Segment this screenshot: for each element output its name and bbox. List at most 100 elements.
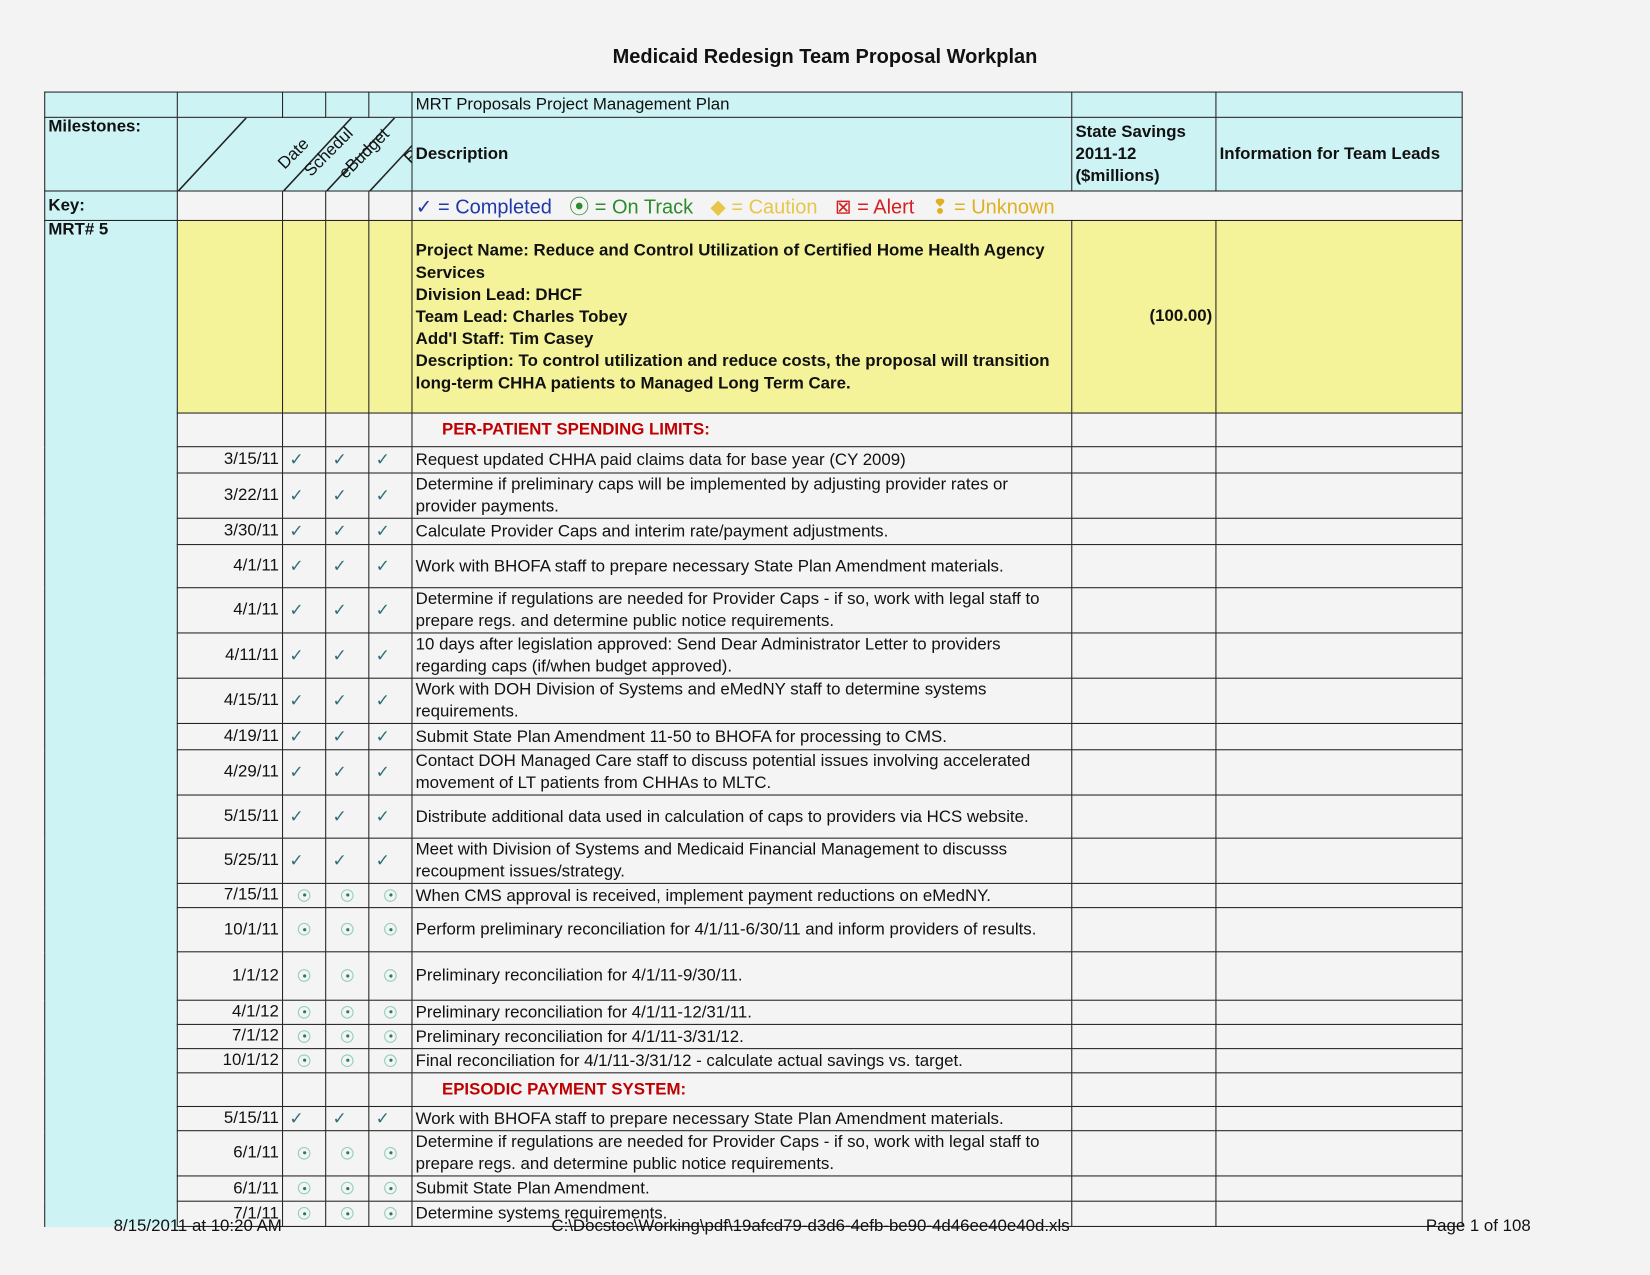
schedule-status — [282, 999, 327, 1025]
milestone-description: Meet with Division of Systems and Medica… — [411, 837, 1073, 884]
budget-status: ✓ — [325, 794, 370, 839]
document-title: Medicaid Redesign Team Proposal Workplan — [612, 46, 1038, 69]
milestone-date: 6/1/11 — [176, 1175, 284, 1202]
check-icon: ✓ — [332, 487, 347, 506]
on-track-icon — [340, 969, 354, 983]
budget-status: ✓ — [325, 517, 370, 546]
check-icon: ✓ — [289, 692, 304, 711]
on-track-icon — [297, 1029, 311, 1043]
on-track-icon — [297, 1054, 311, 1067]
project-savings: (100.00) — [1071, 219, 1217, 414]
table-row: 10/1/12 Final reconciliation for 4/1/11-3… — [45, 1048, 1463, 1074]
on-track-icon — [340, 1182, 354, 1195]
budget-status — [325, 1048, 370, 1074]
additional-staff: Add'l Staff: Tim Casey — [415, 329, 594, 348]
legend: ✓ = Completed ⦿ = On Track ◆ = Caution ⊠… — [411, 190, 1463, 221]
check-icon: ✓ — [332, 692, 347, 711]
table-row: 7/1/11 Determine systems requirements. — [45, 1200, 1463, 1227]
check-icon: ✓ — [375, 1110, 390, 1129]
legend-caution: ◆ = Caution — [710, 196, 818, 219]
milestones-label: Milestones: — [44, 116, 178, 192]
on-track-icon — [340, 1029, 354, 1043]
risk-status: ✓ — [368, 517, 413, 546]
milestone-description: Preliminary reconciliation for 4/1/11-3/… — [411, 1023, 1073, 1050]
check-icon: ✓ — [289, 557, 304, 576]
milestone-description: Final reconciliation for 4/1/11-3/31/12 … — [411, 1048, 1073, 1074]
check-icon: ✓ — [375, 487, 390, 506]
milestone-date: 6/1/11 — [176, 1130, 284, 1177]
check-icon: ✓ — [332, 1110, 347, 1129]
risk-status: ✓ — [368, 632, 413, 679]
milestone-description: Determine if regulations are needed for … — [411, 1130, 1073, 1177]
risk-status: ✓ — [368, 472, 413, 519]
table-row: 7/1/12 Preliminary reconciliation for 4/1… — [45, 1023, 1463, 1050]
check-icon: ✓ — [289, 522, 304, 541]
table-row: 6/1/11 Determine if regulations are neede… — [45, 1130, 1463, 1177]
risk-status: ✓ — [368, 722, 413, 751]
check-icon: ✓ — [289, 601, 304, 620]
milestone-description: Contact DOH Managed Care staff to discus… — [411, 749, 1073, 796]
schedule-status — [282, 1130, 327, 1177]
section-header-row: EPISODIC PAYMENT SYSTEM: — [45, 1072, 1463, 1108]
budget-status: ✓ — [325, 722, 370, 751]
risk-status — [368, 951, 413, 1001]
risk-status: ✓ — [368, 1105, 413, 1132]
check-icon: ✓ — [332, 522, 347, 541]
milestone-date: 4/29/11 — [176, 749, 284, 796]
check-icon: ✓ — [332, 647, 347, 666]
check-icon: ✓ — [375, 647, 390, 666]
risk-status: ✓ — [368, 749, 413, 796]
check-icon: ✓ — [289, 451, 304, 470]
check-icon: ✓ — [375, 808, 390, 827]
check-icon: ✓ — [332, 728, 347, 747]
budget-status: ✓ — [325, 632, 370, 679]
check-icon: ✓ — [332, 601, 347, 620]
budget-status: ✓ — [325, 677, 370, 724]
on-track-icon — [297, 969, 311, 983]
header-description: Description — [411, 116, 1073, 192]
diagonal-lines — [178, 118, 411, 190]
milestone-description: Request updated CHHA paid claims data fo… — [411, 446, 1073, 474]
division-lead: Division Lead: DHCF — [415, 285, 583, 304]
check-icon: ✓ — [332, 808, 347, 827]
footer-page: Page 1 of 108 — [1425, 1217, 1531, 1236]
risk-status — [368, 1175, 413, 1202]
footer-path: C:\Docstoc\Working\pdf\19afcd79-d3d6-4ef… — [551, 1217, 1070, 1236]
schedule-status — [282, 882, 327, 909]
risk-status — [368, 1048, 413, 1074]
on-track-icon — [384, 888, 397, 902]
table-row: 10/1/11 Perform preliminary reconciliatio… — [45, 907, 1463, 953]
milestone-date: 4/15/11 — [176, 677, 284, 724]
schedule-status: ✓ — [282, 544, 327, 589]
on-track-icon — [340, 888, 354, 902]
milestone-date: 7/1/11 — [176, 1200, 284, 1227]
schedule-status: ✓ — [282, 677, 327, 724]
milestone-description: Submit State Plan Amendment. — [411, 1175, 1073, 1202]
check-icon: ✓ — [375, 451, 390, 470]
schedule-status: ✓ — [282, 837, 327, 884]
schedule-status — [282, 1175, 327, 1202]
on-track-icon — [340, 1146, 354, 1160]
section-title: PER-PATIENT SPENDING LIMITS: — [411, 412, 1073, 448]
milestone-description: Work with BHOFA staff to prepare necessa… — [411, 544, 1073, 589]
risk-status: ✓ — [368, 446, 413, 474]
milestone-date: 4/11/11 — [176, 632, 284, 679]
table-row: 3/30/11 ✓ ✓ ✓ Calculate Provider Caps and in… — [45, 517, 1463, 546]
budget-status: ✓ — [325, 587, 370, 634]
table-row: 4/1/11 ✓ ✓ ✓ Determine if regulations are ne… — [45, 587, 1463, 634]
check-icon: ✓ — [332, 852, 347, 871]
budget-status: ✓ — [325, 472, 370, 519]
table-row: 1/1/12 Preliminary reconciliation for 4/1… — [45, 951, 1463, 1001]
check-icon: ✓ — [375, 557, 390, 576]
schedule-status: ✓ — [282, 587, 327, 634]
risk-status — [368, 907, 413, 953]
milestone-description: Determine if regulations are needed for … — [411, 587, 1073, 634]
milestone-description: Determine systems requirements. — [411, 1200, 1073, 1227]
risk-status — [368, 1200, 413, 1227]
budget-status — [325, 1023, 370, 1050]
table-row: 6/1/11 Submit State Plan Amendment. — [45, 1175, 1463, 1202]
on-track-icon — [384, 1146, 397, 1160]
milestone-date: 3/30/11 — [176, 517, 284, 546]
milestone-description: Preliminary reconciliation for 4/1/11-9/… — [411, 951, 1073, 1001]
